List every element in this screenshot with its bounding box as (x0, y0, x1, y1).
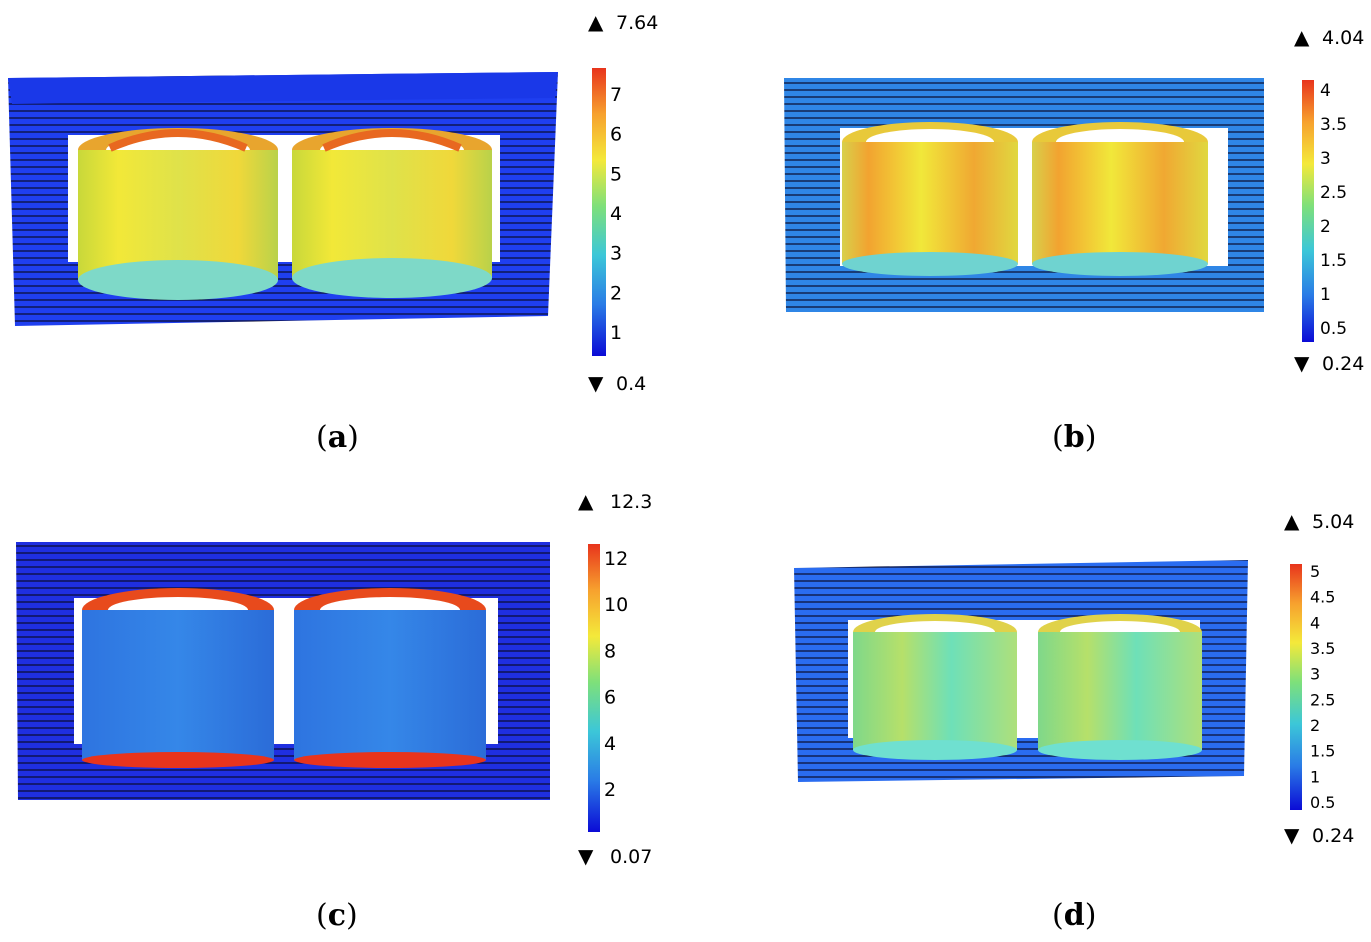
colorbar-min-label: 0.07 (610, 846, 652, 868)
colorbar-max-arrow: ▲ (588, 10, 604, 34)
colorbar-min-arrow: ▼ (1284, 823, 1300, 847)
colorbar-min-label: 0.24 (1322, 353, 1364, 375)
colorbar-tick-label: 4 (1310, 613, 1320, 632)
colorbar-tick-label: 2 (1320, 217, 1331, 237)
colorbar-min-arrow: ▼ (1294, 351, 1310, 375)
colorbar-tick-label: 3 (1310, 665, 1320, 684)
colorbar-max-label: 7.64 (616, 12, 658, 34)
panel-a: ▲ 7.64 7 6 5 4 3 2 1 ▼ 0.4 (a) (0, 0, 690, 455)
colorbar-ticks: 12 10 8 6 4 2 (604, 548, 628, 801)
colorbar-max-arrow: ▲ (1284, 509, 1300, 533)
colorbar-tick-label: 4.5 (1310, 588, 1335, 607)
colorbar-max-label: 5.04 (1312, 511, 1354, 533)
colorbar-tick-label: 0.5 (1320, 319, 1347, 339)
colorbar-tick-label: 7 (610, 84, 622, 106)
panel-a-figure: ▲ 7.64 7 6 5 4 3 2 1 ▼ 0.4 (8, 10, 658, 395)
caption-d: (d) (1052, 898, 1097, 933)
panel-c-figure: ▲ 12.3 12 10 8 6 4 2 ▼ 0.07 (16, 489, 652, 868)
colorbar-ticks: 4 3.5 3 2.5 2 1.5 1 0.5 (1320, 81, 1347, 339)
colorbar-max-label: 12.3 (610, 491, 652, 513)
colorbar-ticks: 5 4.5 4 3.5 3 2.5 2 1.5 1 0.5 (1310, 562, 1335, 812)
caption-c: (c) (316, 898, 358, 933)
colorbar-tick-label: 0.5 (1310, 793, 1335, 812)
colorbar-min-arrow: ▼ (588, 371, 604, 395)
colorbar-tick-label: 2 (1310, 716, 1320, 735)
winding-right (292, 128, 492, 298)
colorbar-tick-label: 4 (610, 203, 622, 225)
colorbar-tick-label: 12 (604, 548, 628, 570)
panel-d: ▲ 5.04 5 4.5 4 3.5 3 2.5 2 1.5 1 0.5 ▼ 0.24 (d) (680, 470, 1370, 933)
winding-left (82, 588, 274, 768)
colorbar: ▲ 12.3 12 10 8 6 4 2 ▼ 0.07 (578, 489, 652, 868)
colorbar-tick-label: 3.5 (1310, 639, 1335, 658)
colorbar-tick-label: 2 (610, 282, 622, 304)
colorbar-tick-label: 3 (610, 243, 622, 265)
colorbar-min-arrow: ▼ (578, 844, 594, 868)
colorbar-tick-label: 5 (610, 163, 622, 185)
colorbar-tick-label: 1 (1320, 285, 1331, 305)
caption-a: (a) (316, 420, 359, 455)
colorbar: ▲ 4.04 4 3.5 3 2.5 2 1.5 1 0.5 ▼ 0.24 (1294, 25, 1364, 375)
winding-left (842, 122, 1018, 276)
colorbar-tick-label: 10 (604, 594, 628, 616)
colorbar-min-label: 0.4 (616, 373, 646, 395)
colorbar-tick-label: 6 (610, 124, 622, 146)
panel-c: ▲ 12.3 12 10 8 6 4 2 ▼ 0.07 (c) (0, 470, 690, 933)
colorbar-tick-label: 1.5 (1310, 742, 1335, 761)
colorbar-tick-label: 3 (1320, 149, 1331, 169)
colorbar-tick-label: 2 (604, 779, 616, 801)
colorbar: ▲ 5.04 5 4.5 4 3.5 3 2.5 2 1.5 1 0.5 ▼ 0.24 (1284, 509, 1354, 847)
caption-b: (b) (1052, 420, 1097, 455)
colorbar-tick-label: 2.5 (1310, 690, 1335, 709)
colorbar-tick-label: 3.5 (1320, 115, 1347, 135)
winding-right (1038, 614, 1202, 760)
colorbar-max-arrow: ▲ (1294, 25, 1310, 49)
winding-right (1032, 122, 1208, 276)
colorbar-tick-label: 4 (1320, 81, 1331, 101)
colorbar-tick-label: 1.5 (1320, 251, 1347, 271)
winding-left (853, 614, 1017, 760)
panel-d-figure: ▲ 5.04 5 4.5 4 3.5 3 2.5 2 1.5 1 0.5 ▼ 0.24 (794, 509, 1354, 847)
colorbar-tick-label: 1 (610, 322, 622, 344)
colorbar-max-label: 4.04 (1322, 27, 1364, 49)
colorbar-tick-label: 2.5 (1320, 183, 1347, 203)
colorbar-max-arrow: ▲ (578, 489, 594, 513)
colorbar-tick-label: 8 (604, 640, 616, 662)
panel-b-figure: ▲ 4.04 4 3.5 3 2.5 2 1.5 1 0.5 ▼ 0.24 (784, 25, 1364, 375)
colorbar-tick-label: 6 (604, 687, 616, 709)
colorbar: ▲ 7.64 7 6 5 4 3 2 1 ▼ 0.4 (588, 10, 658, 395)
winding-left (78, 128, 278, 300)
colorbar-ticks: 7 6 5 4 3 2 1 (610, 84, 622, 344)
colorbar-tick-label: 5 (1310, 562, 1320, 581)
colorbar-tick-label: 4 (604, 733, 616, 755)
winding-right (294, 588, 486, 768)
panel-b: ▲ 4.04 4 3.5 3 2.5 2 1.5 1 0.5 ▼ 0.24 (b) (680, 0, 1370, 455)
colorbar-tick-label: 1 (1310, 767, 1320, 786)
colorbar-min-label: 0.24 (1312, 825, 1354, 847)
